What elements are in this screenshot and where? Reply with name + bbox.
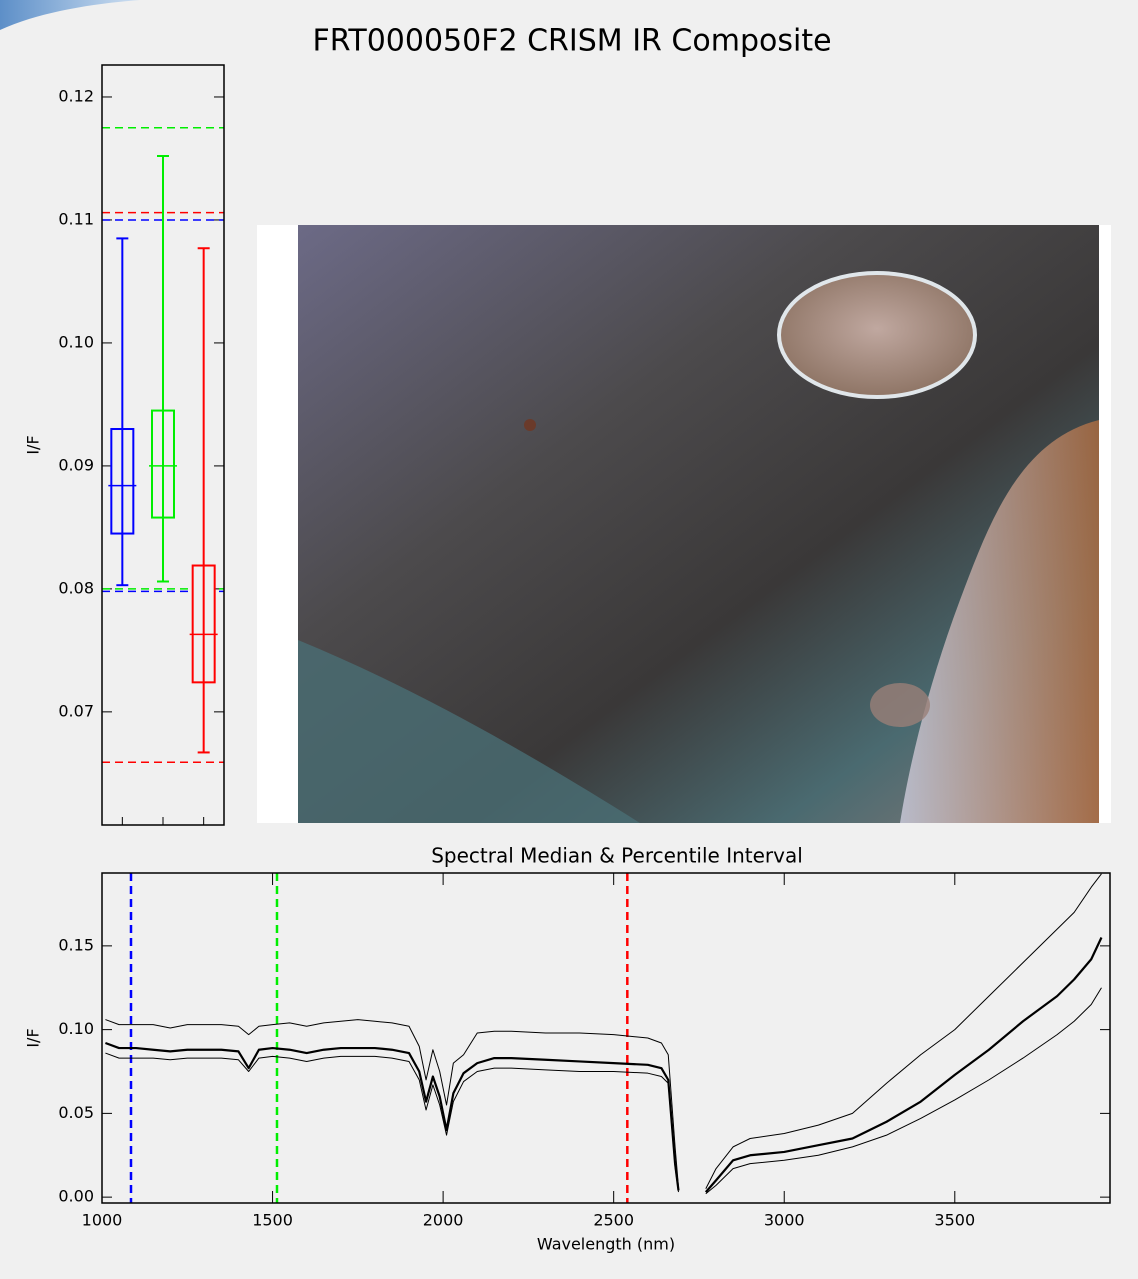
x-tick-label: 3000 <box>764 1211 805 1230</box>
plot-area <box>105 874 1101 1194</box>
y-tick-label: 0.00 <box>58 1187 94 1206</box>
spectrum-title: Spectral Median & Percentile Interval <box>431 844 803 868</box>
y-axis-label: I/F <box>24 435 43 454</box>
x-tick-label: 3500 <box>934 1211 975 1230</box>
y-axis-label: I/F <box>24 1028 43 1047</box>
y-tick-label: 0.12 <box>58 86 94 105</box>
figure: FRT000050F2 CRISM IR Composite Spectral … <box>0 0 1138 1279</box>
page: CRISM IR Composite {"chart_data": [ {"ty… <box>0 0 1138 1279</box>
page-body: FRT000050F2 CRISM IR Composite Spectral … <box>0 0 1138 1279</box>
x-tick-label: 1500 <box>252 1211 293 1230</box>
x-tick-label: 2500 <box>593 1211 634 1230</box>
x-tick-label: 2000 <box>423 1211 464 1230</box>
spectrum-line <box>105 988 1101 1194</box>
y-tick-label: 0.09 <box>58 455 94 474</box>
figure-title: FRT000050F2 CRISM IR Composite <box>312 24 831 59</box>
y-tick-label: 0.07 <box>58 701 94 720</box>
plot-frame <box>102 873 1110 1203</box>
spectrum-line <box>105 937 1101 1192</box>
y-tick-label: 0.08 <box>58 578 94 597</box>
composite-image <box>257 225 1111 823</box>
y-tick-label: 0.15 <box>58 935 94 954</box>
x-tick-label: 1000 <box>82 1211 123 1230</box>
spectrum-line <box>105 874 1101 1189</box>
y-tick-label: 0.10 <box>58 332 94 351</box>
x-axis-label: Wavelength (nm) <box>537 1235 675 1254</box>
y-tick-label: 0.10 <box>58 1019 94 1038</box>
corner-decoration <box>0 0 140 30</box>
y-tick-label: 0.11 <box>58 209 94 228</box>
y-tick-label: 0.05 <box>58 1103 94 1122</box>
